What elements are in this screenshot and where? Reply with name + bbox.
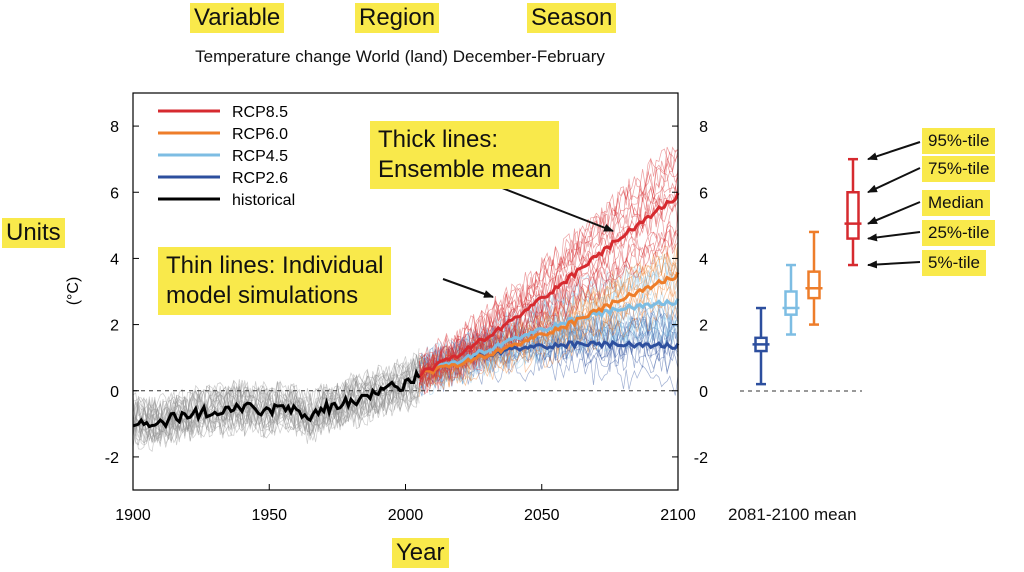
p5-label: 5%-tile <box>922 250 986 276</box>
mean-line-rcp85 <box>418 192 680 378</box>
y-tick-label-left: 8 <box>110 119 119 136</box>
individual-simulation-line <box>132 352 420 421</box>
individual-simulation-line <box>132 373 420 440</box>
box-iqr <box>807 270 821 300</box>
individual-simulation-line <box>132 354 420 423</box>
season-tag: Season <box>527 3 617 33</box>
mean-line-historical <box>132 368 421 430</box>
individual-simulation-line <box>419 146 679 367</box>
thick-lines-note-line2: Ensemble mean <box>378 156 552 183</box>
box-iqr <box>784 290 798 316</box>
individual-simulation-line <box>132 376 420 444</box>
individual-simulation-line <box>418 312 679 395</box>
individual-simulation-line <box>418 230 679 396</box>
median-label: Median <box>922 190 990 216</box>
y-tick-label-left: 0 <box>110 384 119 401</box>
individual-simulation-line <box>418 253 679 371</box>
thin-lines-note-line2: model simulations <box>166 282 359 309</box>
individual-simulation-line <box>418 146 679 374</box>
ensemble-means <box>132 192 680 430</box>
p25-label: 25%-tile <box>922 220 996 246</box>
boxplots <box>752 157 862 386</box>
x-tick-label: 2050 <box>524 507 560 524</box>
y-tick-label-right: 4 <box>699 251 708 268</box>
thin-lines-note: Thin lines: Individual model simulations <box>158 247 392 315</box>
annotation-arrow <box>867 231 921 242</box>
individual-simulation-line <box>132 348 420 422</box>
legend-label: RCP4.5 <box>232 148 288 165</box>
annotation-arrow <box>867 260 921 269</box>
individual-simulation-line <box>418 338 679 382</box>
legend-label: RCP8.5 <box>232 104 288 121</box>
individual-simulation-line <box>418 298 679 397</box>
y-tick-label-right: -2 <box>694 450 708 467</box>
individual-simulation-line <box>132 358 420 429</box>
y-tick-label-right: 2 <box>699 318 708 335</box>
individual-simulation-line <box>418 262 679 376</box>
legend-label: RCP6.0 <box>232 126 288 143</box>
legend: RCP8.5 RCP6.0 RCP4.5 RCP2.6 historical <box>158 104 295 209</box>
y-tick-label-right: 0 <box>699 384 708 401</box>
individual-simulation-line <box>418 278 679 393</box>
individual-simulation-line <box>418 321 679 396</box>
individual-simulation-line <box>132 359 420 426</box>
y-tick-label-right: 6 <box>699 185 708 202</box>
individual-simulation-line <box>418 254 679 379</box>
annotation-arrows <box>442 141 921 298</box>
individual-simulation-line <box>418 163 679 381</box>
annotation-arrow <box>496 185 614 232</box>
individual-simulation-line <box>418 268 679 382</box>
individual-simulation-line <box>418 255 679 373</box>
variable-tag: Variable <box>190 3 285 33</box>
x-tick-label: 1900 <box>115 507 151 524</box>
thick-lines-note-line1: Thick lines: <box>378 126 499 153</box>
y-tick-label-left: -2 <box>105 450 119 467</box>
thin-lines-note-line1: Thin lines: Individual <box>166 252 384 279</box>
individual-simulation-line <box>418 229 679 394</box>
y-tick-label-left: 6 <box>110 185 119 202</box>
annotation-arrow <box>442 278 494 298</box>
mean-line-rcp60 <box>418 271 680 379</box>
year-tag: Year <box>392 538 449 568</box>
individual-simulation-line <box>418 248 679 382</box>
annotation-arrow <box>867 201 921 225</box>
p75-label: 75%-tile <box>922 156 996 182</box>
mean-line-rcp45 <box>418 298 680 379</box>
units-tag: Units <box>2 218 65 248</box>
x-tick-label: 2000 <box>388 507 424 524</box>
individual-simulation-line <box>132 387 420 446</box>
individual-simulation-line <box>418 312 679 381</box>
y-tick-label-left: 4 <box>110 251 119 268</box>
individual-simulation-line <box>132 367 420 440</box>
annotation-arrow <box>867 141 921 161</box>
individual-simulation-line <box>418 352 679 397</box>
individual-simulation-line <box>419 151 679 379</box>
axes: 1900 1950 2000 2050 2100 8 8 6 6 4 4 2 2 0 0 -2 -2 <box>105 119 708 524</box>
individual-simulation-line <box>418 257 679 386</box>
individual-simulation-line <box>132 354 420 429</box>
individual-simulation-line <box>418 209 679 384</box>
x-tick-label: 1950 <box>251 507 287 524</box>
legend-label: historical <box>232 192 295 209</box>
individual-simulation-line <box>132 377 420 452</box>
boxplot-period-label: 2081-2100 mean <box>728 505 857 524</box>
p95-label: 95%-tile <box>922 128 996 154</box>
individual-simulation-line <box>418 317 679 396</box>
x-tick-label: 2100 <box>660 507 696 524</box>
individual-simulation-line <box>132 381 420 448</box>
individual-simulation-line <box>132 360 420 428</box>
individual-simulation-line <box>132 361 420 433</box>
y-tick-label-left: 2 <box>110 318 119 335</box>
y-tick-label-right: 8 <box>699 119 708 136</box>
chart-subtitle: Temperature change World (land) December… <box>195 47 605 66</box>
box-iqr <box>846 191 860 240</box>
individual-simulation-line <box>418 316 679 384</box>
legend-label: RCP2.6 <box>232 170 288 187</box>
annotation-arrow <box>867 167 921 194</box>
y-axis-label: (°C) <box>65 277 82 306</box>
thick-lines-note: Thick lines: Ensemble mean <box>370 121 560 189</box>
region-tag: Region <box>355 3 440 33</box>
